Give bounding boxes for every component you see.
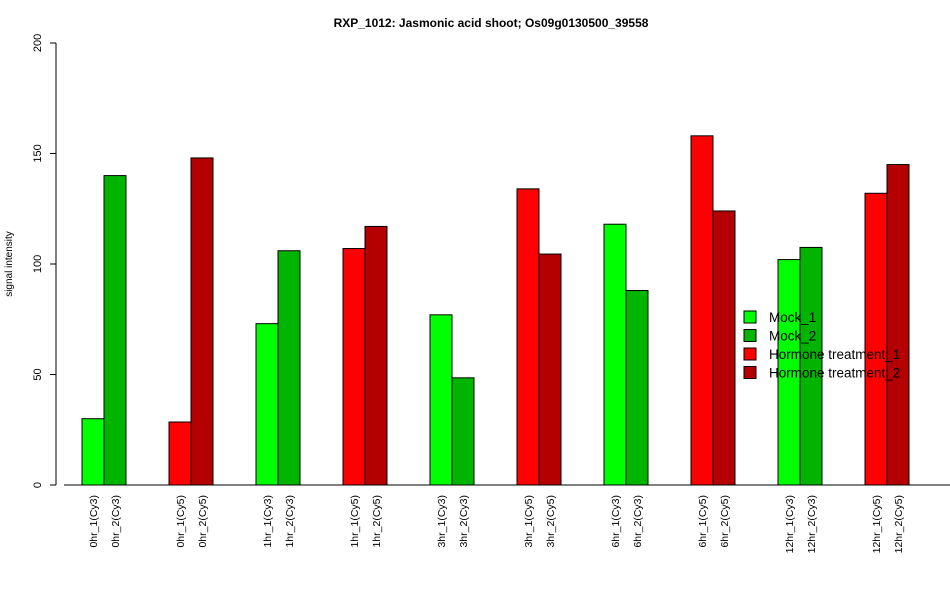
legend: Mock_1 Mock_2 Hormone treatment_1 Hormone t… (743, 310, 900, 381)
x-axis: 0hr_1(Cy3) 0hr_2(Cy3) 0hr_1(Cy5) 0hr_2(Cy5)… (64, 484, 950, 553)
x-tick-label: 0hr_2(Cy5) (197, 495, 209, 548)
legend-swatch (743, 310, 757, 324)
x-tick-label: 1hr_2(Cy3) (284, 495, 296, 548)
x-tick-label: 3hr_2(Cy3) (458, 495, 470, 548)
x-tick-label: 3hr_1(Cy3) (436, 495, 448, 548)
x-tick-label: 6hr_2(Cy3) (632, 495, 644, 548)
chart-title: RXP_1012: Jasmonic acid shoot; Os09g0130… (334, 16, 649, 30)
x-tick-label: 0hr_1(Cy5) (175, 495, 187, 548)
y-axis: 0 50 100 150 200 (32, 34, 57, 488)
legend-label: Mock_2 (769, 329, 816, 344)
legend-swatch (743, 366, 757, 379)
x-tick-label: 3hr_1(Cy5) (523, 495, 535, 548)
y-tick-label: 150 (32, 144, 44, 162)
bar (451, 377, 475, 486)
legend-label: Hormone treatment_2 (769, 366, 900, 381)
x-tick-label: 12hr_1(Cy3) (784, 495, 796, 553)
bar (516, 188, 540, 486)
bar (864, 192, 888, 486)
bar (190, 157, 214, 486)
bar (364, 225, 388, 486)
x-tick-label: 0hr_2(Cy3) (110, 495, 122, 548)
x-tick-label: 1hr_1(Cy3) (262, 495, 274, 548)
bar (168, 421, 192, 486)
bar (886, 164, 910, 486)
x-tick-label: 0hr_1(Cy3) (88, 495, 100, 548)
y-tick-label: 100 (32, 255, 44, 273)
y-tick-label: 0 (32, 482, 44, 488)
bar (103, 175, 127, 486)
bars (81, 135, 910, 486)
bar (277, 250, 301, 486)
x-tick-label: 1hr_2(Cy5) (371, 495, 383, 548)
x-tick-label: 12hr_2(Cy3) (806, 495, 818, 553)
x-tick-label: 12hr_2(Cy5) (893, 495, 905, 553)
legend-label: Hormone treatment_1 (769, 347, 900, 362)
y-axis-label: signal intensity (4, 231, 15, 297)
bar (538, 253, 562, 486)
x-tick-label: 6hr_1(Cy5) (697, 495, 709, 548)
bar (342, 248, 366, 486)
x-tick-label: 6hr_2(Cy5) (719, 495, 731, 548)
y-tick-label: 200 (32, 34, 44, 52)
x-tick-label: 12hr_1(Cy5) (871, 495, 883, 553)
bar (255, 323, 279, 486)
legend-label: Mock_1 (769, 310, 816, 325)
bar (712, 210, 736, 486)
bar (625, 290, 649, 486)
bar (603, 223, 627, 486)
bar (81, 418, 105, 486)
y-tick-label: 50 (32, 368, 44, 380)
legend-swatch (743, 347, 757, 361)
legend-swatch (743, 329, 757, 342)
bar (429, 314, 453, 486)
x-tick-label: 3hr_2(Cy5) (545, 495, 557, 548)
x-tick-label: 6hr_1(Cy3) (610, 495, 622, 548)
bar (690, 135, 714, 486)
x-tick-label: 1hr_1(Cy5) (349, 495, 361, 548)
